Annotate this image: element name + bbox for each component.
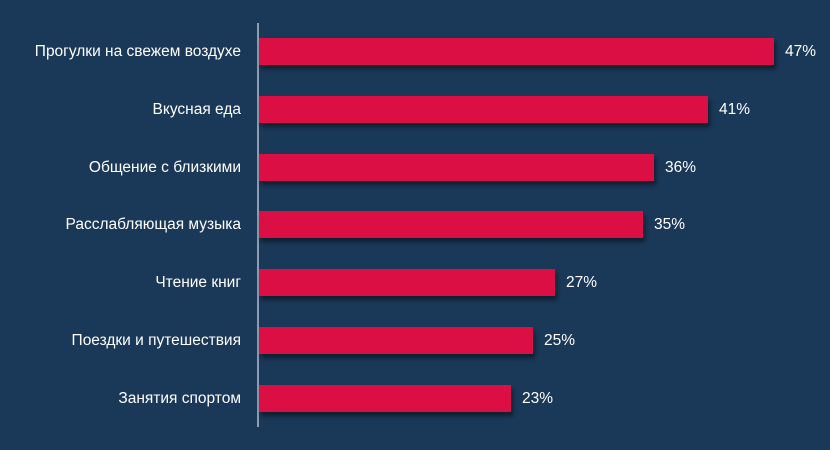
category-label: Вкусная еда [152, 101, 241, 118]
bar [259, 269, 555, 296]
bar [259, 385, 511, 412]
bar [259, 96, 708, 123]
chart-row: Прогулки на свежем воздухе 47% [0, 38, 830, 65]
chart-row: Занятия спортом 23% [0, 385, 830, 412]
value-label: 41% [719, 101, 751, 118]
category-label: Расслабляющая музыка [65, 216, 242, 233]
category-axis-line [257, 23, 259, 427]
category-label: Общение с близкими [88, 159, 241, 176]
chart-row: Вкусная еда 41% [0, 96, 830, 123]
chart-row: Расслабляющая музыка 35% [0, 211, 830, 238]
value-label: 36% [665, 159, 697, 176]
chart-row: Общение с близкими 36% [0, 154, 830, 181]
chart-row: Чтение книг 27% [0, 269, 830, 296]
bar [259, 211, 643, 238]
category-label: Поездки и путешествия [71, 332, 241, 349]
category-label: Прогулки на свежем воздухе [34, 43, 241, 60]
value-label: 23% [522, 390, 554, 407]
value-label: 25% [544, 332, 576, 349]
value-label: 47% [785, 43, 817, 60]
category-label: Занятия спортом [118, 390, 241, 407]
value-label: 27% [566, 274, 598, 291]
bar [259, 154, 654, 181]
category-label: Чтение книг [155, 274, 241, 291]
value-label: 35% [654, 216, 686, 233]
chart-row: Поездки и путешествия 25% [0, 327, 830, 354]
bar [259, 327, 533, 354]
bar [259, 38, 774, 65]
